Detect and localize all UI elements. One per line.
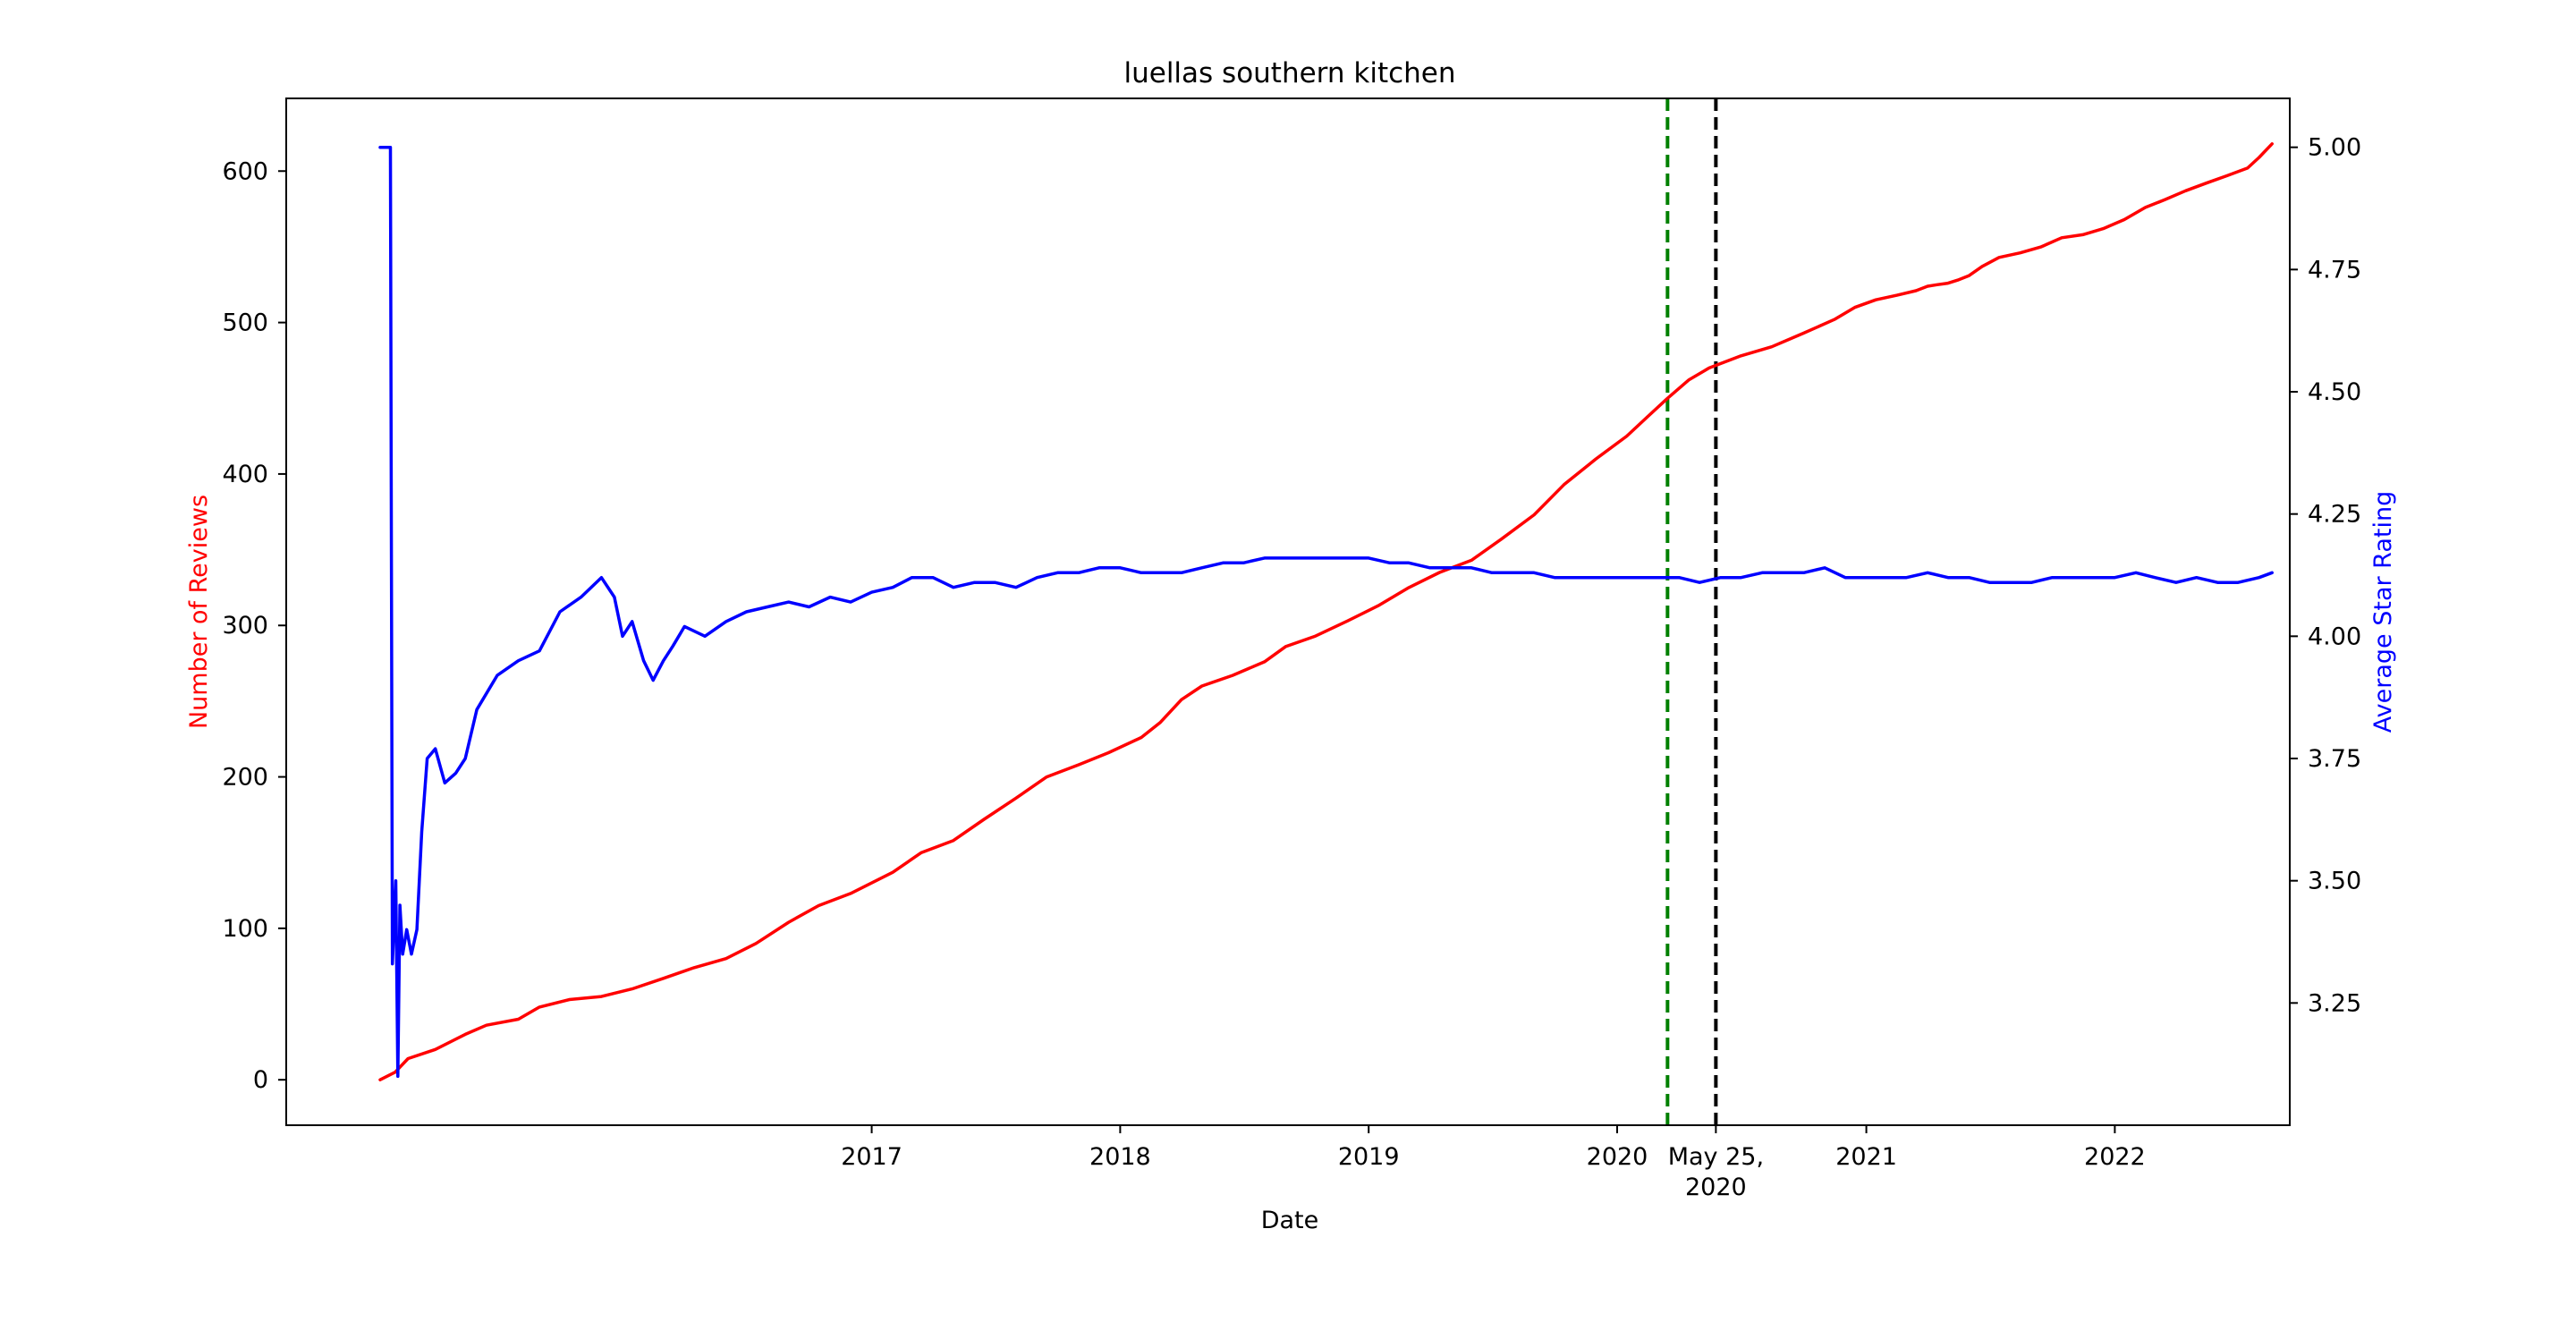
y-right-tick-label-2: 3.75 xyxy=(2308,745,2361,773)
series-line-rating xyxy=(378,145,2274,1079)
y-right-tick-label-7: 5.00 xyxy=(2308,134,2361,162)
y-left-tick-label-1: 100 xyxy=(222,915,268,943)
chart-title: luellas southern kitchen xyxy=(1123,57,1455,89)
y-axis-left-ticks: 0 100 200 300 400 500 600 xyxy=(222,157,286,1094)
x-tick-label-0: 2017 xyxy=(841,1143,902,1171)
y-left-tick-label-6: 600 xyxy=(222,157,268,185)
y-left-tick-label-2: 200 xyxy=(222,764,268,792)
x-tick-label-3: 2020 xyxy=(1587,1143,1648,1171)
y-right-tick-label-3: 4.00 xyxy=(2308,623,2361,650)
series-layer xyxy=(378,142,2274,1081)
y-right-tick-label-0: 3.25 xyxy=(2308,989,2361,1017)
x-axis-ticks: 2017 2018 2019 2020 May 25, 2020 2021 2022 xyxy=(841,1125,2146,1201)
y-right-tick-label-5: 4.50 xyxy=(2308,378,2361,406)
x-tick-label-4: May 25, xyxy=(1668,1143,1764,1171)
series-line-reviews xyxy=(378,142,2274,1081)
y-right-tick-label-1: 3.50 xyxy=(2308,868,2361,895)
x-tick-label-6: 2022 xyxy=(2084,1143,2146,1171)
y-left-tick-label-3: 300 xyxy=(222,612,268,640)
x-axis-label: Date xyxy=(1261,1207,1319,1234)
x-tick-label-5: 2021 xyxy=(1835,1143,1897,1171)
y-left-tick-label-5: 500 xyxy=(222,309,268,337)
y-axis-right-label: Average Star Rating xyxy=(2369,491,2397,733)
y-right-tick-label-6: 4.75 xyxy=(2308,256,2361,284)
y-right-tick-label-4: 4.25 xyxy=(2308,501,2361,529)
y-axis-right-ticks: 3.25 3.50 3.75 4.00 4.25 4.50 4.75 5.00 xyxy=(2290,134,2361,1017)
plot-frame xyxy=(285,97,2291,1126)
x-tick-label-1: 2018 xyxy=(1089,1143,1151,1171)
x-tick-label-2: 2019 xyxy=(1338,1143,1400,1171)
vertical-reference-lines xyxy=(1665,98,1718,1125)
x-tick-label-4-line2: 2020 xyxy=(1685,1174,1747,1201)
y-left-tick-label-0: 0 xyxy=(253,1066,268,1094)
y-axis-left-label: Number of Reviews xyxy=(185,495,213,729)
y-left-tick-label-4: 400 xyxy=(222,461,268,488)
